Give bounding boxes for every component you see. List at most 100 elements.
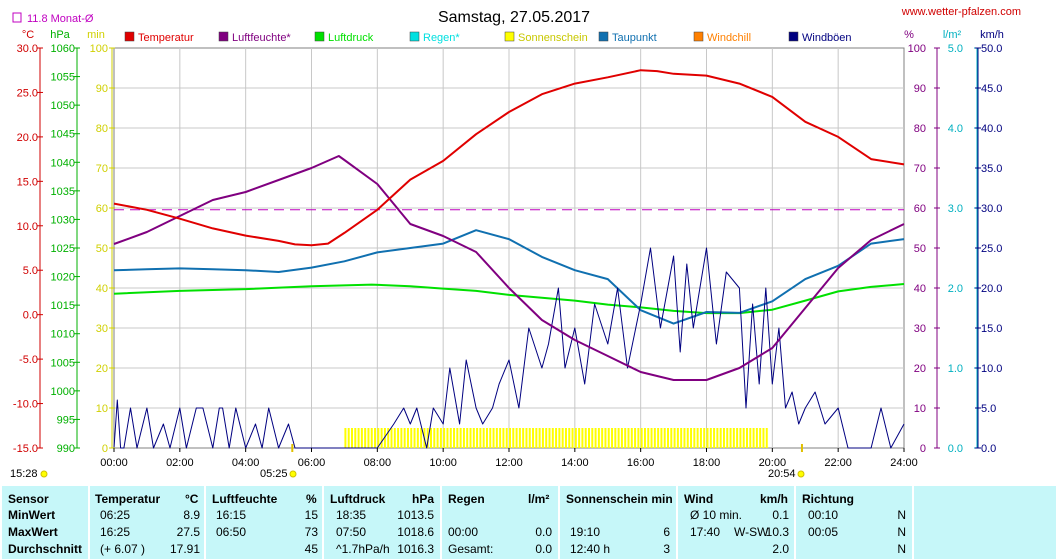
time-tick-label: 18:00 — [693, 457, 721, 469]
sunshine-bar — [462, 428, 465, 448]
sunshine-bar — [522, 428, 525, 448]
temp-tick-label: 15.0 — [17, 176, 38, 188]
humidity-tick-label: 10 — [914, 403, 926, 415]
sunshine-bar — [667, 428, 669, 448]
temp-tick-label: 5.0 — [23, 265, 38, 277]
wind-tick-label: 45.0 — [981, 83, 1002, 95]
sunshine-bar — [357, 428, 360, 448]
sunshine-bar — [657, 428, 660, 448]
time-tick-label: 20:00 — [759, 457, 787, 469]
time-tick-label: 10:00 — [429, 457, 457, 469]
legend-label-0: Temperatur — [138, 32, 194, 44]
stats-cell-dir-val: N — [897, 542, 906, 556]
pressure-tick-label: 995 — [57, 414, 75, 426]
sunshine-bar — [699, 428, 702, 448]
stats-cell-dir-val: N — [897, 525, 906, 539]
sunshine-bar — [443, 428, 446, 448]
pressure-tick-label: 1015 — [51, 300, 75, 312]
sun-event-label: 20:54 — [768, 468, 796, 480]
sunshine-bar — [683, 428, 686, 448]
sun-unit-label: min — [87, 29, 105, 41]
sunshine-bar — [558, 428, 561, 448]
legend-swatch-0 — [124, 31, 135, 42]
legend-label-4: Sonnenschein — [518, 32, 588, 44]
sunshine-bar — [660, 428, 663, 448]
sun-tick-label: 40 — [96, 283, 108, 295]
stats-cell-label: MinWert — [8, 508, 56, 522]
hdr-rain-unit: l/m² — [528, 492, 550, 506]
stats-cell-wind-time: Ø 10 min. — [690, 508, 743, 522]
humidity-tick-label: 50 — [914, 243, 926, 255]
sunshine-bar — [439, 428, 442, 448]
weather-chart: 30.0 25.0 20.0 15.0 10.0 5.0 0.0 -5.0 -10.0 -15.0… — [10, 6, 1021, 480]
wind-tick-label: 30.0 — [981, 203, 1002, 215]
stats-cell-sun-val: 6 — [663, 525, 670, 539]
sunshine-bar — [624, 428, 627, 448]
stats-cell-temp-val: 27.5 — [176, 525, 200, 539]
hdr-sun: Sonnenschein min — [566, 492, 673, 506]
sunshine-bar — [555, 428, 558, 448]
sunshine-bar — [686, 428, 689, 448]
sunshine-bar — [611, 428, 614, 448]
sunshine-bar — [541, 428, 544, 448]
sunshine-bar — [755, 428, 758, 448]
sunshine-bar — [637, 428, 640, 448]
sunshine-bar — [749, 428, 752, 448]
pressure-tick-label: 1055 — [51, 72, 75, 84]
chart-title: Samstag, 27.05.2017 — [438, 9, 590, 26]
rain-tick-label: 5.0 — [948, 43, 963, 55]
wind-tick-label: 40.0 — [981, 123, 1002, 135]
sunshine-bar — [469, 428, 472, 448]
sunshine-bar — [364, 428, 367, 448]
sunshine-bar — [449, 428, 452, 448]
sun-icon — [797, 470, 805, 478]
sunshine-bar — [594, 428, 597, 448]
hdr-rain: Regen — [448, 492, 485, 506]
time-tick-label: 06:00 — [298, 457, 326, 469]
sunshine-bar — [370, 428, 373, 448]
legend-swatch-3 — [409, 31, 420, 42]
pressure-tick-label: 1060 — [51, 43, 75, 55]
sunshine-bar — [640, 428, 643, 448]
stats-cell-wind-val: 10.3 — [765, 525, 789, 539]
sunshine-bar — [604, 428, 607, 448]
sunshine-bars — [344, 428, 768, 448]
humidity-tick-label: 100 — [908, 43, 926, 55]
sunshine-bar — [706, 428, 709, 448]
sunshine-bar — [390, 428, 393, 448]
wind-tick-label: 10.0 — [981, 363, 1002, 375]
stats-cell-rain-time: 00:00 — [448, 525, 479, 539]
sunshine-bar — [426, 428, 429, 448]
stats-cell-temp-val: 8.9 — [183, 508, 200, 522]
sunshine-bar — [393, 428, 396, 448]
sun-tick-label: 30 — [96, 323, 108, 335]
sunshine-bar — [459, 428, 462, 448]
sunshine-bar — [630, 428, 633, 448]
humidity-tick-label: 0 — [920, 443, 926, 455]
sunshine-bar — [476, 428, 479, 448]
pressure-tick-label: 1050 — [51, 100, 75, 112]
sunshine-bar — [663, 428, 666, 448]
rain-tick-label: 2.0 — [948, 283, 963, 295]
sunshine-bar — [344, 428, 347, 448]
wind-tick-label: 15.0 — [981, 323, 1002, 335]
stats-cell-rain-val: 0.0 — [535, 525, 552, 539]
axes: 30.0 25.0 20.0 15.0 10.0 5.0 0.0 -5.0 -10.0 -15.0… — [10, 43, 1002, 480]
legend-swatch-7 — [788, 31, 799, 42]
temp-tick-label: -5.0 — [19, 354, 38, 366]
stats-cell-label: MaxWert — [8, 525, 58, 539]
legend-swatch-4 — [504, 31, 515, 42]
sunshine-bar — [499, 428, 502, 448]
sunshine-bar — [722, 428, 725, 448]
hdr-hum: Luftfeuchte — [212, 492, 278, 506]
sunshine-bar — [650, 428, 653, 448]
stats-cell-temp-val: 17.91 — [169, 542, 200, 556]
sunshine-bar — [403, 428, 406, 448]
stats-cell-hum-val: 15 — [304, 508, 318, 522]
sunshine-bar — [614, 428, 617, 448]
legend-swatch-5 — [598, 31, 609, 42]
humidity-tick-label: 60 — [914, 203, 926, 215]
time-tick-label: 16:00 — [627, 457, 655, 469]
stats-cell-temp-time: (+ 6.07 ) — [100, 542, 146, 556]
stats-cell-press-val: 1013.5 — [397, 508, 434, 522]
